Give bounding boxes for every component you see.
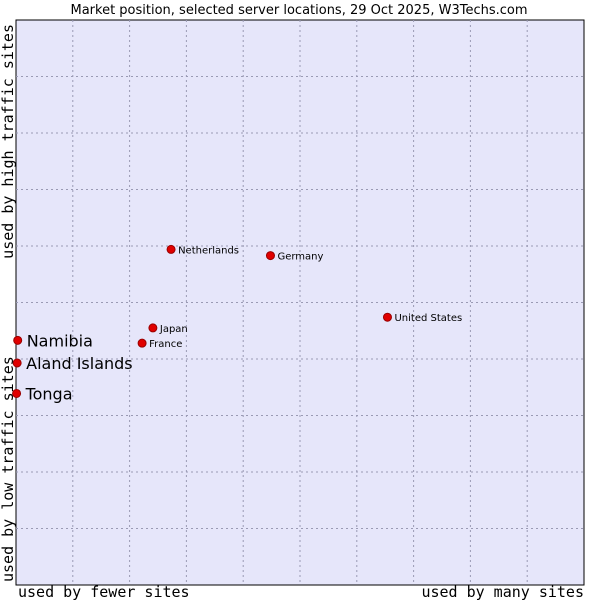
data-point-netherlands bbox=[166, 244, 176, 254]
data-point-namibia bbox=[13, 335, 23, 345]
point-label-aland-islands: Aland Islands bbox=[26, 354, 133, 373]
point-label-namibia: Namibia bbox=[27, 331, 93, 350]
chart-title: Market position, selected server locatio… bbox=[70, 3, 527, 18]
data-point-united-states bbox=[382, 312, 392, 322]
point-label-japan: Japan bbox=[159, 324, 188, 335]
data-points bbox=[12, 244, 392, 398]
data-point-aland-islands bbox=[12, 358, 22, 368]
data-point-germany bbox=[265, 251, 275, 261]
x-axis-label-high: used by many sites bbox=[421, 583, 584, 600]
point-label-tonga: Tonga bbox=[25, 384, 73, 403]
y-axis-label-high: used by high traffic sites bbox=[0, 24, 17, 259]
point-label-netherlands: Netherlands bbox=[178, 245, 239, 256]
data-point-france bbox=[137, 338, 147, 348]
point-label-united-states: United States bbox=[394, 313, 462, 324]
grid-lines bbox=[16, 20, 584, 585]
y-axis-label-low: used by low traffic sites bbox=[0, 356, 17, 582]
data-point-japan bbox=[148, 323, 158, 333]
data-point-tonga bbox=[12, 388, 22, 398]
x-axis-label-low: used by fewer sites bbox=[18, 583, 190, 600]
point-label-germany: Germany bbox=[277, 252, 323, 263]
point-label-france: France bbox=[149, 339, 182, 350]
point-labels: Netherlands Germany United States Japan Fran… bbox=[25, 245, 463, 403]
